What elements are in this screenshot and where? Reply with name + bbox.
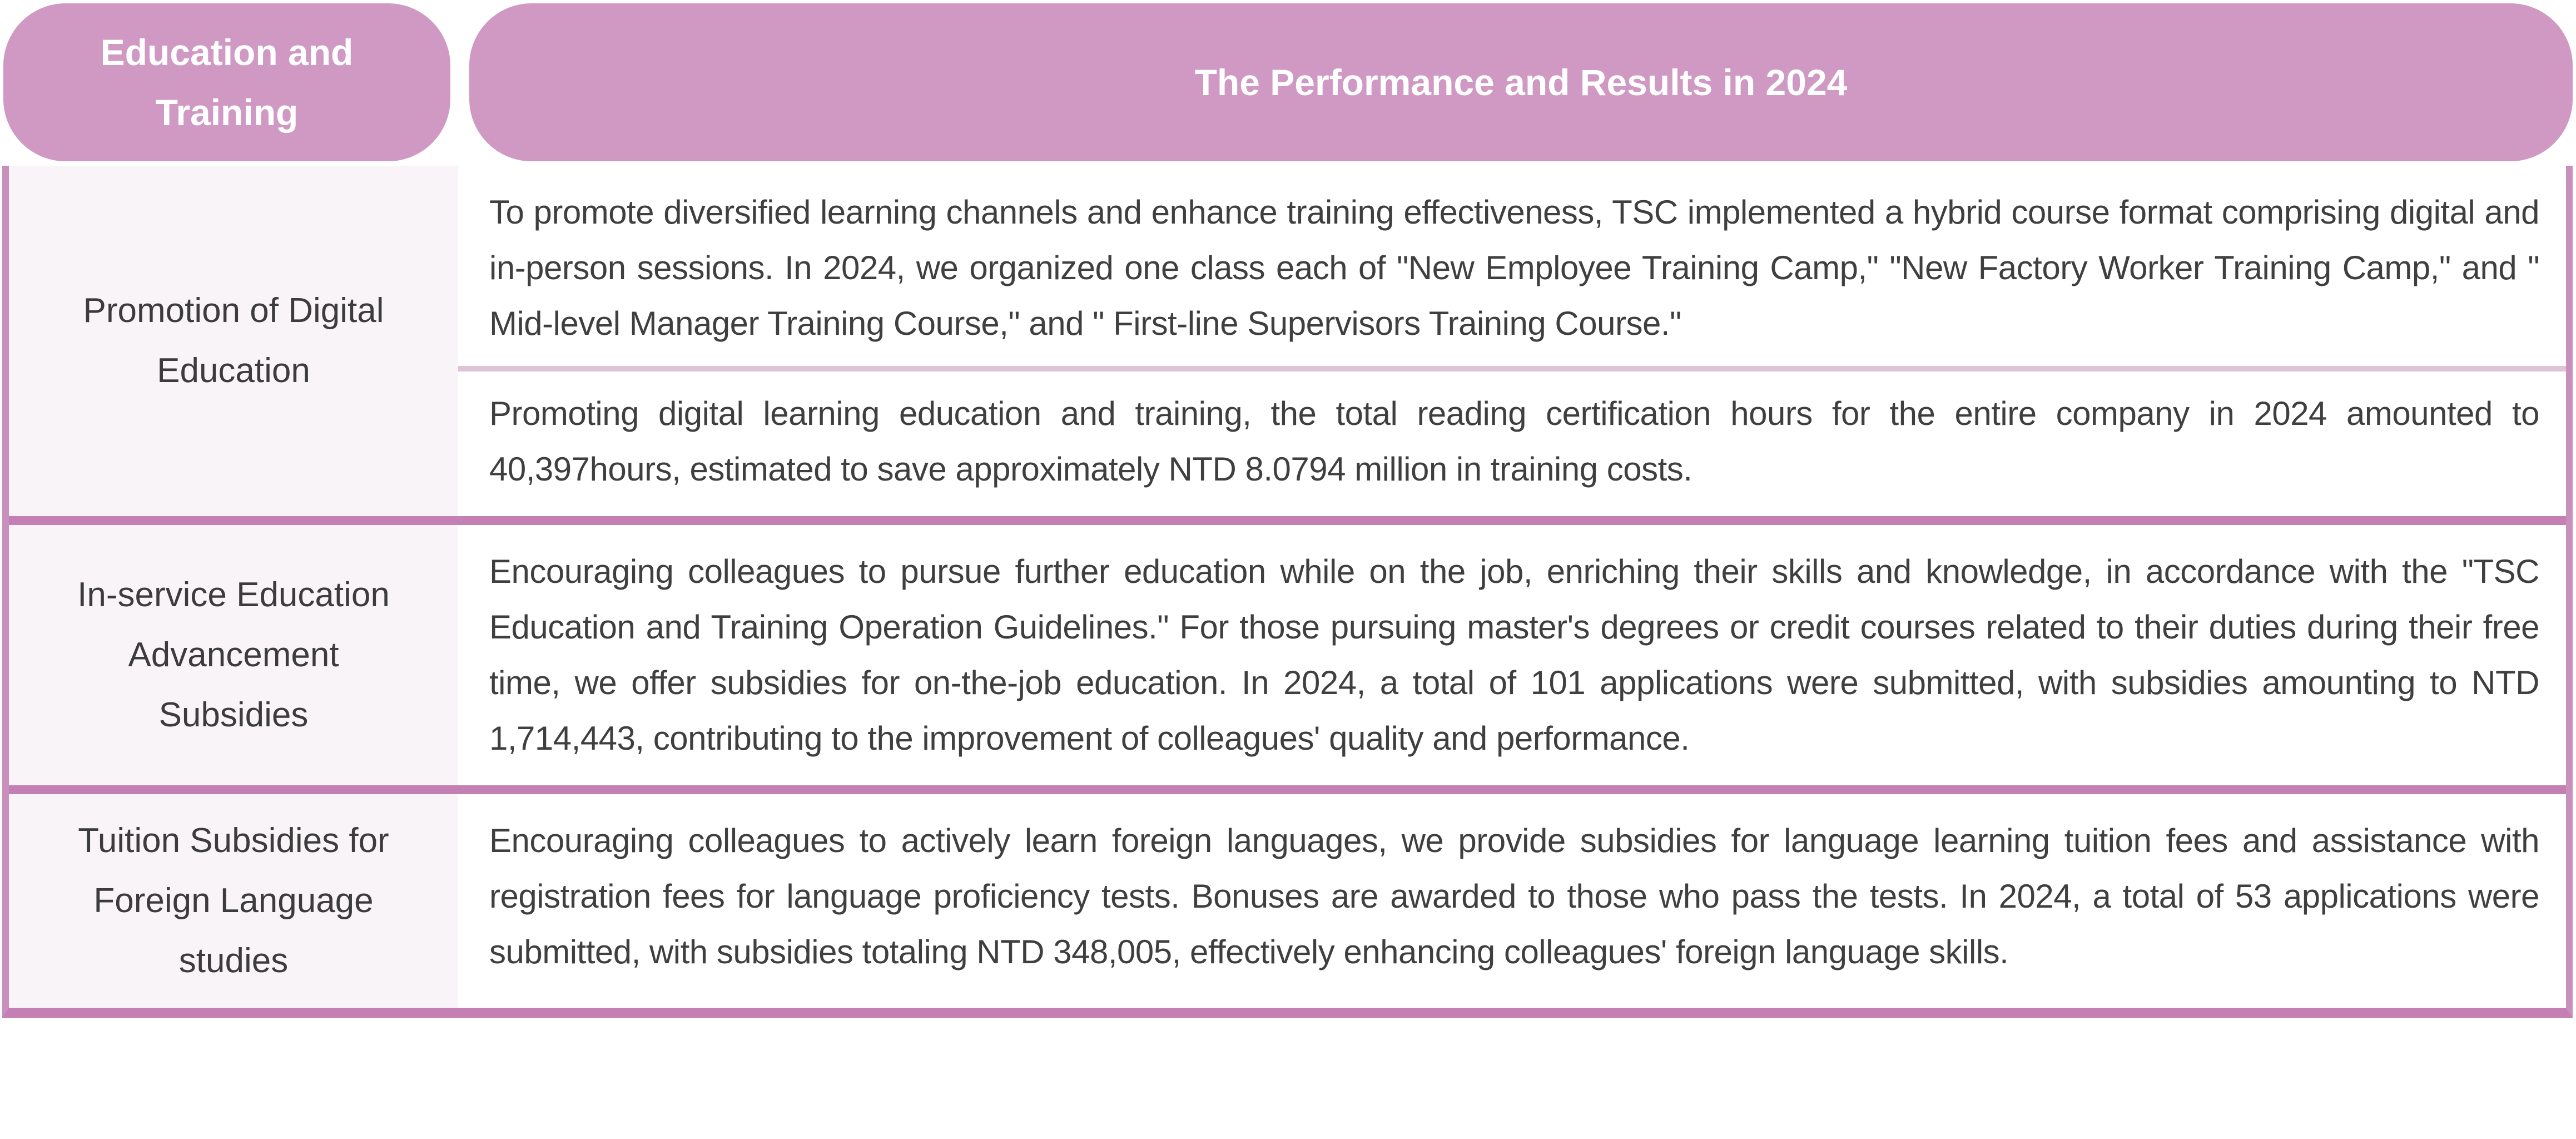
header-performance-results-2024: The Performance and Results in 2024	[469, 3, 2573, 161]
paragraph-inservice-subsidies: Encouraging colleagues to pursue further…	[489, 553, 2540, 757]
paragraph-language-tuition-subsidies: Encouraging colleagues to actively learn…	[489, 822, 2540, 970]
paragraph-digital-learning-hours: Promoting digital learning education and…	[489, 395, 2540, 488]
row-label-foreign-language-tuition-subsidies: Tuition Subsidies for Foreign Language s…	[9, 794, 458, 1008]
paragraph-divider	[458, 366, 2566, 372]
row-content-inservice-education-subsidies: Encouraging colleagues to pursue further…	[458, 525, 2566, 785]
table-body: Promotion of Digital Education To promot…	[2, 166, 2573, 1018]
row-separator	[9, 785, 2566, 794]
header-performance-results-2024-label: The Performance and Results in 2024	[1194, 62, 1848, 103]
paragraph-hybrid-course-format: To promote diversified learning channels…	[489, 194, 2540, 342]
row-label-inservice-education-subsidies: In-service Education Advancement Subsidi…	[9, 525, 458, 785]
header-education-and-training: Education and Training	[3, 3, 450, 161]
table-header-row: Education and Training The Performance a…	[0, 3, 2576, 161]
header-education-and-training-label: Education and Training	[100, 32, 354, 133]
row-separator	[9, 516, 2566, 525]
row-label-promotion-digital-education: Promotion of Digital Education	[9, 166, 458, 516]
row-content-foreign-language-tuition-subsidies: Encouraging colleagues to actively learn…	[458, 794, 2566, 1008]
row-content-promotion-digital-education: To promote diversified learning channels…	[458, 166, 2566, 516]
